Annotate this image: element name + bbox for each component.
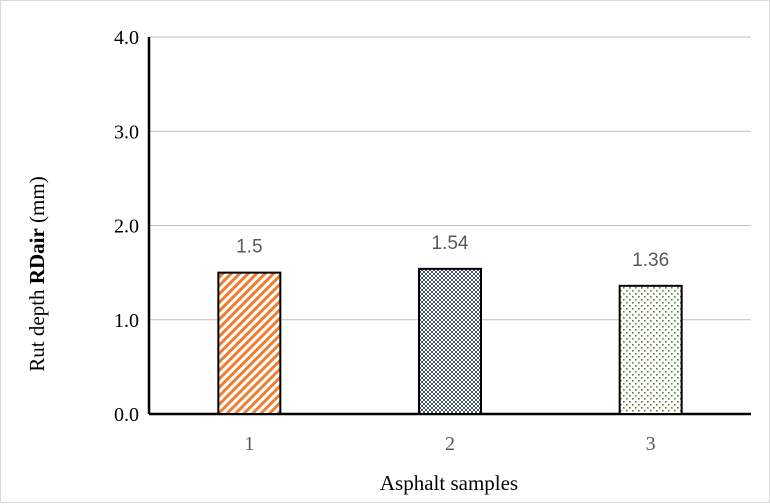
y-axis-title-post: (mm) <box>25 176 49 228</box>
data-label: 1.5 <box>236 237 262 258</box>
y-tick-label: 3.0 <box>114 121 139 143</box>
x-tick-label: 3 <box>646 433 656 455</box>
data-label: 1.36 <box>632 250 669 271</box>
tick-labels: 0.0 1.0 2.0 3.0 4.0 1 2 3 <box>114 27 656 455</box>
y-axis-title-pre: Rut depth <box>25 284 49 372</box>
bars <box>217 267 683 416</box>
data-label: 1.54 <box>432 233 469 254</box>
bar-3 <box>618 284 683 415</box>
y-axis-title: Rut depth RDair (mm) <box>25 176 49 371</box>
y-tick-label: 2.0 <box>114 216 139 238</box>
x-axis-title: Asphalt samples <box>380 471 518 495</box>
bar-2 <box>418 267 482 416</box>
y-tick-label: 4.0 <box>114 27 139 49</box>
y-tick-label: 0.0 <box>114 404 139 426</box>
y-axis-title-bold: RDair <box>25 228 49 284</box>
y-tick-label: 1.0 <box>114 310 139 332</box>
x-tick-label: 1 <box>244 433 254 455</box>
data-labels: 1.5 1.54 1.36 <box>236 233 669 271</box>
bar-1 <box>217 271 282 415</box>
x-tick-label: 2 <box>445 433 455 455</box>
